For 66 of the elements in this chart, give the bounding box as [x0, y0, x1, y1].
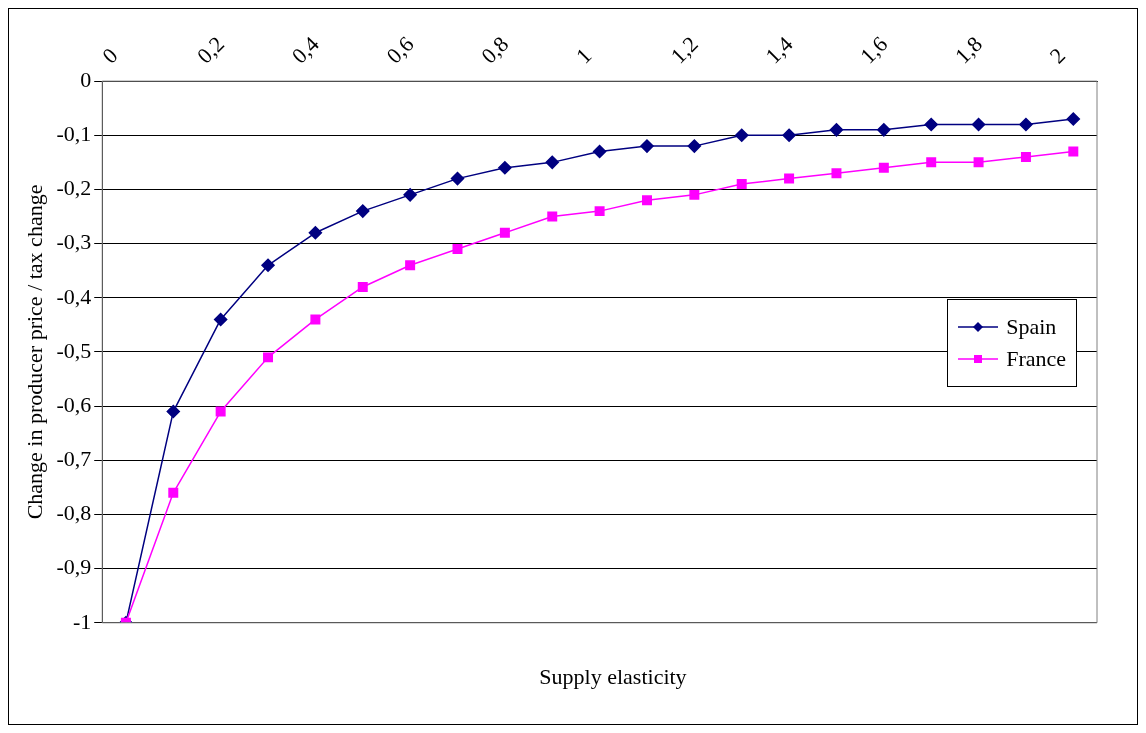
- x-axis-title: Supply elasticity: [538, 664, 688, 690]
- point: [310, 314, 321, 325]
- point: [736, 179, 747, 190]
- point: [971, 117, 986, 132]
- point: [926, 157, 937, 168]
- y-tick-label: 0: [80, 66, 92, 92]
- point: [547, 211, 558, 222]
- y-tick-label: -0,3: [56, 229, 92, 255]
- y-tick-label: -0,6: [56, 391, 92, 417]
- point: [829, 123, 844, 137]
- x-tick-label: 0,4: [286, 31, 324, 69]
- y-axis-title: Change in producer price / tax change: [21, 184, 47, 520]
- point: [689, 189, 700, 200]
- point: [356, 204, 370, 218]
- point: [687, 139, 702, 153]
- x-tick-label: 0,2: [191, 31, 230, 69]
- point: [784, 173, 795, 184]
- point: [782, 128, 796, 143]
- point: [592, 144, 607, 159]
- point: [357, 281, 368, 292]
- y-tick-label: -1: [72, 608, 92, 634]
- y-tick-label: -0,8: [56, 500, 92, 526]
- x-tick-label: 1,4: [760, 31, 798, 69]
- y-tick-label: -0,1: [56, 121, 92, 147]
- point: [168, 487, 179, 498]
- point: [261, 258, 275, 273]
- point: [641, 195, 652, 206]
- point: [263, 352, 274, 363]
- x-tick-label: 0,8: [476, 31, 514, 69]
- legend-label: France: [1006, 346, 1066, 372]
- legend-label: Spain: [1006, 314, 1057, 340]
- x-tick-label: 1,2: [665, 31, 703, 69]
- y-tick-label: -0,4: [56, 283, 92, 309]
- point: [973, 157, 984, 168]
- point: [545, 155, 559, 170]
- point: [1019, 117, 1033, 132]
- point: [1020, 151, 1031, 162]
- x-tick-label: 1: [570, 42, 597, 69]
- point: [498, 161, 512, 175]
- x-tick-label: 1,8: [949, 31, 987, 69]
- point: [450, 171, 465, 186]
- point: [734, 128, 749, 143]
- y-tick-label: -0,5: [56, 337, 92, 363]
- y-tick-label: -0,7: [56, 446, 92, 472]
- point: [308, 226, 323, 240]
- point: [640, 139, 654, 153]
- point: [594, 206, 605, 217]
- point: [877, 123, 891, 137]
- point: [213, 312, 228, 327]
- y-tick-label: -0,9: [56, 554, 92, 580]
- point: [1068, 146, 1079, 157]
- point: [831, 168, 842, 179]
- x-tick-label: 0,6: [381, 31, 419, 69]
- y-tick-label: -0,2: [56, 175, 92, 201]
- x-tick-label: 0: [97, 42, 123, 69]
- point: [878, 162, 889, 173]
- point: [924, 117, 938, 132]
- point: [215, 406, 226, 417]
- point: [166, 404, 181, 419]
- point: [1066, 112, 1081, 126]
- point: [452, 244, 463, 255]
- x-tick-label: 1,6: [855, 31, 893, 69]
- point: [405, 260, 416, 271]
- point: [499, 227, 510, 238]
- x-tick-label: 2: [1044, 42, 1071, 69]
- point: [403, 188, 417, 202]
